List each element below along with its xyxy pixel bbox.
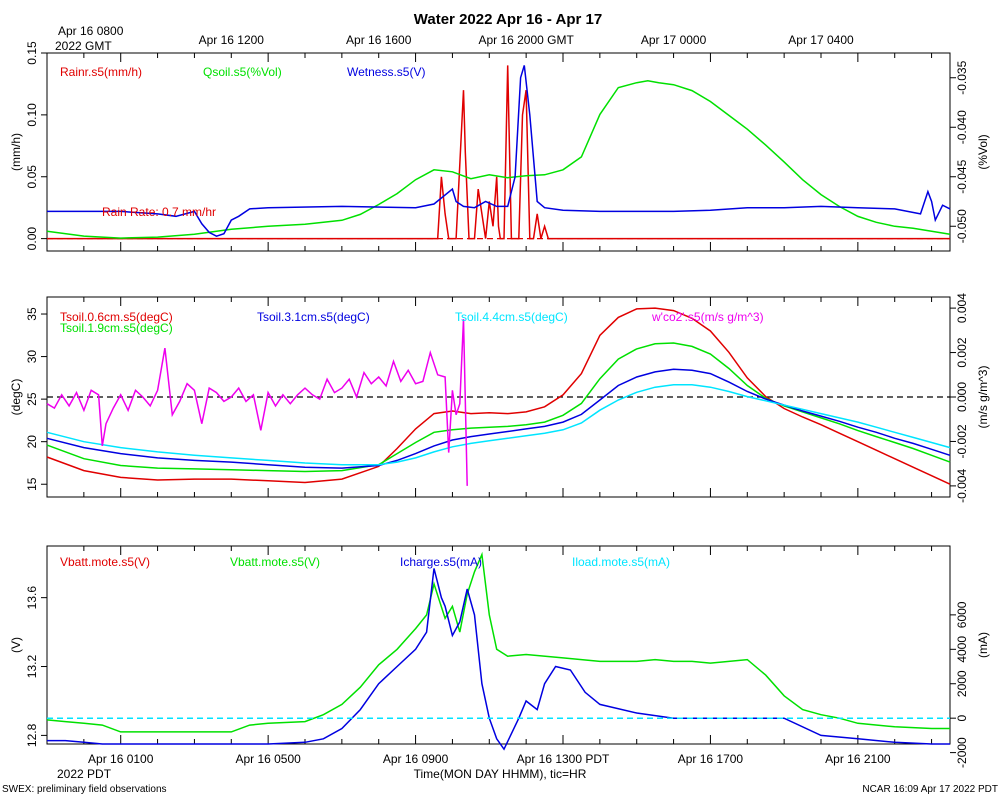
right-tick-label: 4000 — [955, 636, 969, 663]
bottom-axis-labels: Apr 16 0100 Apr 16 0500 Apr 16 0900 Apr 16 … — [88, 752, 891, 766]
left-tick-label: 13.2 — [25, 655, 39, 679]
series-line — [46, 383, 951, 466]
series-line — [46, 342, 951, 473]
right-tick-label: -0.050 — [955, 209, 969, 243]
top-axis-label: Apr 16 1200 — [199, 33, 265, 47]
left-tick-label: 0.10 — [25, 103, 39, 127]
right-axis-label: (mA) — [976, 632, 990, 658]
left-tick-label: 25 — [25, 392, 39, 406]
right-tick-label: 2000 — [955, 670, 969, 697]
legend-label: Wetness.s5(V) — [347, 65, 425, 79]
left-tick-label: 30 — [25, 350, 39, 364]
left-tick-label: 15 — [25, 477, 39, 491]
right-tick-label: -0.045 — [955, 159, 969, 193]
top-axis-label: Apr 17 0400 — [788, 33, 854, 47]
right-tick-label: 0.004 — [955, 293, 969, 323]
right-tick-label: 0.000 — [955, 382, 969, 412]
left-axis-label: (V) — [9, 637, 23, 653]
top-axis-year-label: 2022 GMT — [55, 39, 112, 53]
top-axis-first-label: Apr 16 0800 — [58, 24, 124, 38]
bottom-axis-label: Apr 16 0500 — [235, 752, 301, 766]
series-line — [47, 65, 950, 240]
series-line — [47, 65, 951, 238]
power-panel: 12.8 13.2 13.6 (V) -2000 0 2000 4000 6000 (mA) Vba… — [9, 545, 990, 768]
series-line — [46, 551, 950, 733]
right-tick-label: 0 — [955, 715, 969, 722]
legend-label: Rainr.s5(mm/h) — [60, 65, 142, 79]
bottom-axis-label: Apr 16 1700 — [678, 752, 744, 766]
right-axis-label: (%Vol) — [976, 134, 990, 169]
legend-label: Qsoil.s5(%Vol) — [203, 65, 282, 79]
bottom-axis-year-label: 2022 PDT — [57, 767, 112, 781]
bottom-axis-label: Apr 16 2100 — [825, 752, 891, 766]
left-tick-label: 35 — [25, 307, 39, 321]
right-tick-label: -2000 — [955, 737, 969, 768]
series-line — [46, 79, 951, 239]
left-tick-label: 20 — [25, 435, 39, 449]
left-tick-label: 0.00 — [25, 227, 39, 251]
footer-left: SWEX: preliminary field observations — [2, 784, 167, 795]
right-tick-label: -0.035 — [955, 60, 969, 94]
footer-right: NCAR 16:09 Apr 17 2022 PDT — [862, 784, 998, 795]
series-line — [46, 307, 951, 485]
left-axis-label: (mm/h) — [9, 133, 23, 171]
top-axis-labels: Apr 16 1200 Apr 16 1600 Apr 16 2000 GMT Apr… — [199, 33, 854, 47]
panel-frame — [46, 545, 951, 745]
rain-rate-annotation: Rain Rate: 0.7 mm/hr — [102, 205, 216, 219]
left-tick-label: 0.05 — [25, 165, 39, 189]
right-tick-label: -0.002 — [955, 424, 969, 458]
legend-label: Iload.mote.s5(mA) — [572, 555, 670, 569]
right-axis-label: (m/s g/m^3) — [976, 366, 990, 429]
top-axis-label: Apr 16 1600 — [346, 33, 412, 47]
legend-label: Tsoil.0.6cm.s5(degC) — [60, 310, 173, 324]
bottom-axis-label: Apr 16 0900 — [383, 752, 449, 766]
series-line — [46, 319, 468, 486]
bottom-axis-label: Apr 16 1300 PDT — [517, 752, 610, 766]
bottom-axis-title: Time(MON DAY HHMM), tic=HR — [414, 767, 587, 781]
water-panel: 0.00 0.05 0.10 0.15 (mm/h) -0.050 -0.045 -0.040… — [9, 41, 990, 252]
legend-label: Tsoil.1.9cm.s5(degC) — [60, 321, 173, 335]
legend-label: Vbatt.mote.s5(V) — [60, 555, 150, 569]
right-tick-label: -0.004 — [955, 469, 969, 503]
soil-temperature-panel: 15 20 25 30 35 (degC) -0.004 -0.002 0.000 0.002 0.… — [9, 293, 990, 503]
legend-label: Vbatt.mote.s5(V) — [230, 555, 320, 569]
chart-title: Water 2022 Apr 16 - Apr 17 — [414, 11, 602, 28]
top-axis-label: Apr 17 0000 — [641, 33, 707, 47]
legend-label: w'co2'.s5(m/s g/m^3) — [651, 310, 764, 324]
left-axis-label: (degC) — [9, 379, 23, 416]
left-tick-label: 12.8 — [25, 723, 39, 747]
right-tick-label: -0.040 — [955, 110, 969, 144]
right-tick-label: 0.002 — [955, 337, 969, 367]
top-axis-label: Apr 16 2000 GMT — [478, 33, 574, 47]
series-line — [47, 568, 950, 751]
legend-label: Icharge.s5(mA) — [400, 555, 482, 569]
left-tick-label: 0.15 — [25, 41, 39, 65]
bottom-axis-label: Apr 16 0100 — [88, 752, 154, 766]
legend-label: Tsoil.4.4cm.s5(degC) — [455, 310, 568, 324]
left-tick-label: 13.6 — [25, 586, 39, 610]
right-tick-label: 6000 — [955, 601, 969, 628]
panel-frame — [46, 52, 951, 252]
series-line — [46, 368, 951, 469]
legend-label: Tsoil.3.1cm.s5(degC) — [257, 310, 370, 324]
